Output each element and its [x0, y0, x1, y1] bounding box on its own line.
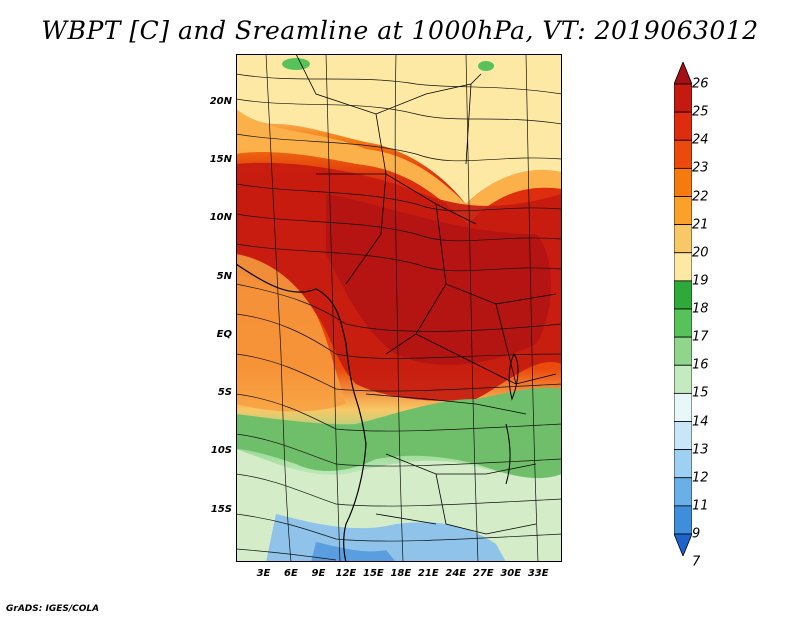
wbpt-patch-north: [478, 61, 494, 71]
colorbar-label: 16: [692, 357, 709, 373]
colorbar-label: 17: [692, 329, 709, 345]
colorbar-label: 19: [692, 273, 709, 289]
latitude-tick-label: 20N: [209, 95, 232, 107]
colorbar-label: 20: [692, 245, 709, 261]
wbpt-region-north-mid: [236, 109, 562, 224]
colorbar-swatch: [674, 308, 692, 338]
longitude-tick-label: 24E: [445, 568, 467, 579]
colorbar: [674, 62, 692, 556]
colorbar-swatch: [674, 224, 692, 254]
longitude-tick-label: 9E: [311, 568, 326, 579]
colorbar-swatch: [674, 392, 692, 422]
credit-label: GrADS: IGES/COLA: [6, 604, 100, 614]
colorbar-label: 14: [692, 414, 709, 429]
colorbar-label: 22: [692, 189, 709, 204]
longitude-tick-label: 21E: [417, 568, 439, 579]
colorbar-swatch: [674, 364, 692, 394]
colorbar-label: 25: [692, 104, 709, 120]
streamlines: [236, 54, 562, 562]
longitude-tick-label: 30E: [500, 568, 522, 579]
colorbar-swatch: [674, 533, 692, 556]
wbpt-region-north-cool: [236, 54, 562, 204]
colorbar-label: 11: [692, 498, 709, 514]
chart-title: WBPT [C] and Sreamline at 1000hPa, VT: 2…: [41, 16, 759, 45]
colorbar-label: 12: [692, 470, 709, 486]
longitude-tick-label: 33E: [527, 568, 549, 579]
longitude-tick-label: 6E: [284, 568, 298, 579]
colorbar-label: 15: [692, 385, 709, 401]
colorbar-label: 9: [692, 526, 701, 542]
colorbar-swatch: [674, 252, 692, 282]
longitude-tick-label: 3E: [256, 568, 271, 579]
latitude-tick-label: 15S: [210, 503, 232, 515]
colorbar-label: 23: [692, 160, 709, 176]
latitude-tick-label: 15N: [209, 154, 232, 166]
latitude-tick-label: 5S: [217, 387, 232, 399]
colorbar-label: 26: [692, 76, 709, 92]
coastline: [236, 263, 367, 562]
colorbar-label: 21: [692, 217, 709, 233]
lake-outline: [505, 353, 519, 485]
colorbar-swatch: [674, 449, 692, 479]
colorbar-swatch: [674, 167, 692, 197]
colorbar-label: 18: [692, 301, 709, 317]
colorbar-swatch: [674, 83, 692, 113]
colorbar-swatch: [674, 477, 692, 507]
longitude-tick-label: 27E: [472, 568, 494, 579]
colorbar-swatch: [674, 421, 692, 451]
colorbar-swatch: [674, 336, 692, 366]
colorbar-label: 7: [692, 554, 701, 570]
longitude-tick-label: 18E: [390, 568, 412, 579]
colorbar-swatch: [674, 280, 692, 310]
latitude-tick-label: 10S: [210, 445, 232, 457]
colorbar-swatch: [674, 505, 692, 535]
colorbar-label: 24: [692, 132, 709, 148]
colorbar-swatch: [674, 111, 692, 141]
colorbar-swatch: [674, 62, 692, 85]
wbpt-region-west-coast: [236, 254, 346, 412]
map-panel: [236, 54, 562, 562]
longitude-tick-label: 15E: [362, 568, 384, 579]
longitude-tick-label: 12E: [335, 568, 357, 579]
colorbar-label: 13: [692, 442, 709, 458]
wbpt-patch-north: [282, 58, 310, 70]
latitude-tick-label: EQ: [216, 328, 232, 340]
colorbar-swatch: [674, 196, 692, 226]
colorbar-swatch: [674, 139, 692, 169]
latitude-tick-label: 10N: [209, 212, 232, 224]
wbpt-region-south-deep-blue: [311, 542, 396, 562]
map-frame: [236, 54, 562, 562]
wbpt-region-inner-core: [326, 194, 551, 365]
latitude-tick-label: 5N: [216, 270, 232, 282]
